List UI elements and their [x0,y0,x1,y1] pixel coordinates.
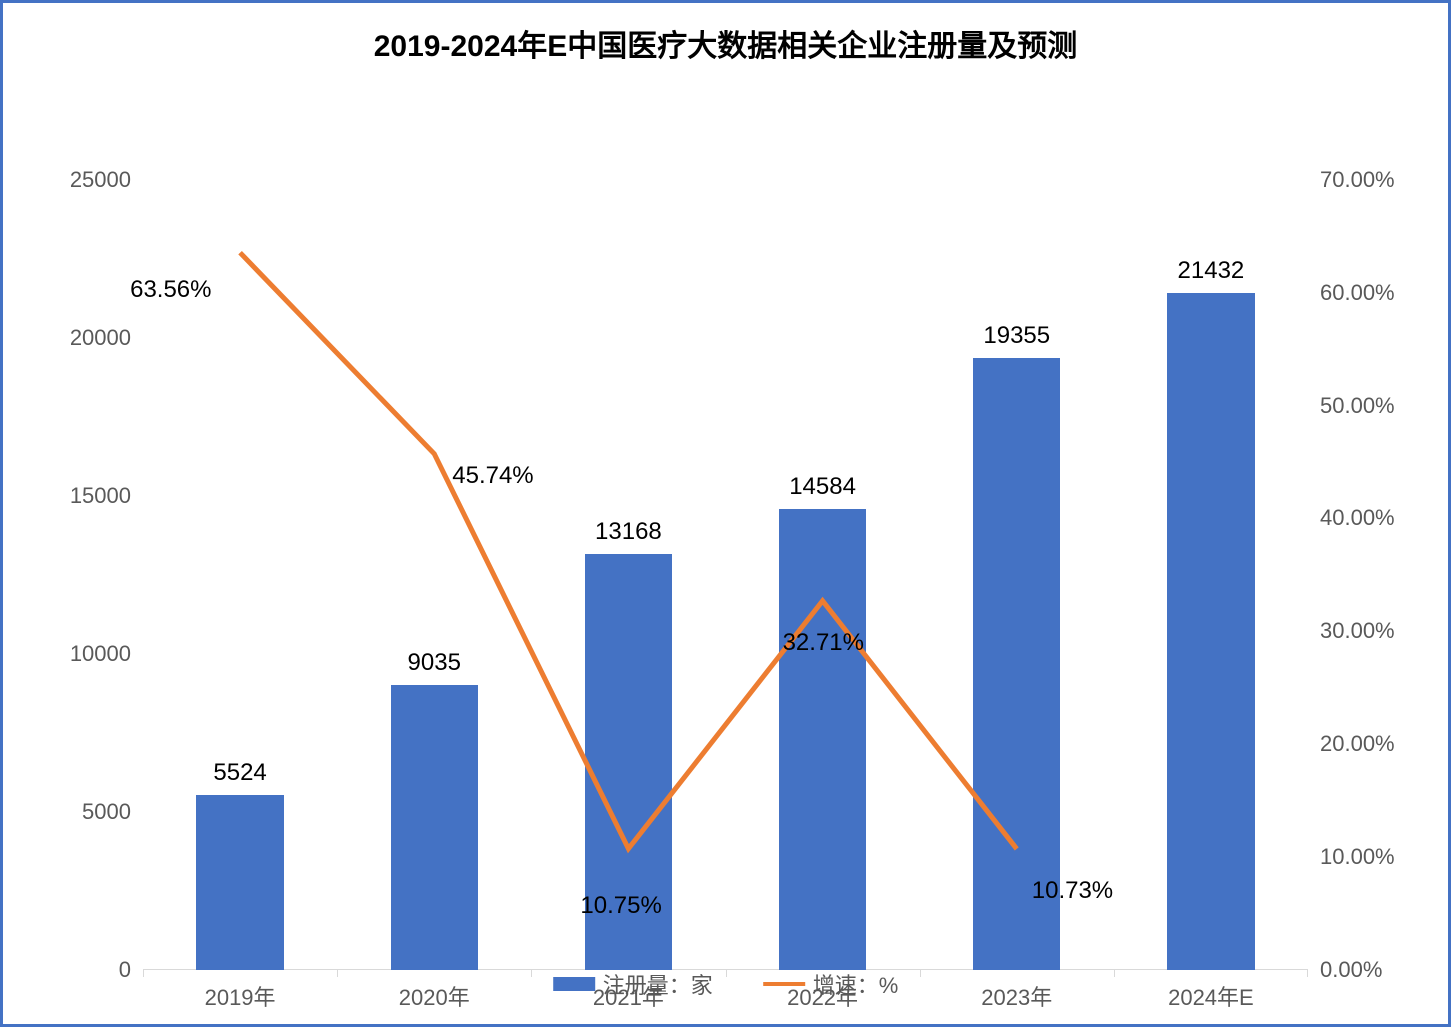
x-tick: 2019年 [160,980,320,1012]
y-right-tick: 20.00% [1320,731,1395,757]
line-data-label: 10.75% [580,892,661,920]
legend-line-swatch [763,982,805,986]
y-right-tick: 50.00% [1320,393,1395,419]
line-data-label: 45.74% [452,462,533,490]
x-tick-mark [143,970,144,977]
y-left-tick: 5000 [82,799,131,825]
legend-bar-label: 注册量：家 [603,968,713,1000]
x-tick: 2023年 [937,980,1097,1012]
chart-frame: 2019-2024年E中国医疗大数据相关企业注册量及预测 05000100001… [0,0,1451,1027]
x-tick-mark [337,970,338,977]
line-data-label: 32.71% [783,629,864,657]
y-right-tick: 40.00% [1320,505,1395,531]
line-data-label: 10.73% [1032,877,1113,905]
y-left-tick: 0 [119,957,131,983]
y-right-tick: 60.00% [1320,280,1395,306]
legend-item-bar: 注册量：家 [553,968,713,1000]
x-tick-mark [1307,970,1308,977]
y-left-tick: 20000 [70,325,131,351]
legend: 注册量：家 增速：% [553,968,899,1000]
y-left-tick: 15000 [70,483,131,509]
x-tick-mark [531,970,532,977]
line-series [143,180,1308,970]
plot-area: 05000100001500020000250000.00%10.00%20.0… [143,180,1308,970]
y-left-tick: 10000 [70,641,131,667]
legend-bar-swatch [553,977,595,991]
chart-title: 2019-2024年E中国医疗大数据相关企业注册量及预测 [3,3,1448,65]
y-right-tick: 10.00% [1320,844,1395,870]
x-tick-mark [920,970,921,977]
y-right-tick: 30.00% [1320,618,1395,644]
y-left-tick: 25000 [70,167,131,193]
line-data-label: 63.56% [130,276,211,304]
x-tick: 2024年E [1131,980,1291,1012]
legend-item-line: 增速：% [763,968,899,1000]
y-right-tick: 0.00% [1320,957,1382,983]
x-tick-mark [1114,970,1115,977]
y-right-tick: 70.00% [1320,167,1395,193]
legend-line-label: 增速：% [813,968,899,1000]
x-tick: 2020年 [354,980,514,1012]
